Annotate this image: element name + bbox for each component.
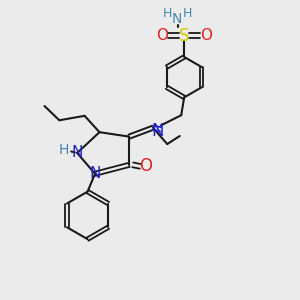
Text: N: N <box>151 122 164 140</box>
Text: N: N <box>71 146 83 160</box>
Text: H: H <box>163 8 172 20</box>
Text: N: N <box>89 166 101 181</box>
Text: O: O <box>200 28 212 43</box>
Text: O: O <box>139 157 152 175</box>
Text: N: N <box>172 12 182 26</box>
Text: H: H <box>182 8 192 20</box>
Text: S: S <box>179 27 189 45</box>
Text: O: O <box>156 28 168 43</box>
Text: H: H <box>58 143 69 157</box>
